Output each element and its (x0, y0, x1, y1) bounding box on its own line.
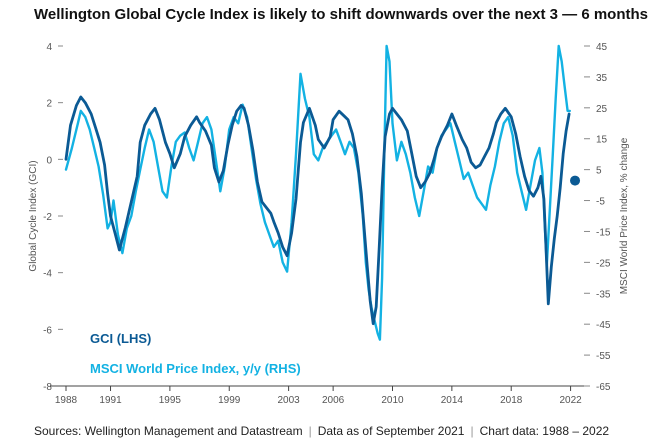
marker-layer (570, 175, 581, 186)
y-right-tick-label: 45 (596, 42, 608, 53)
x-tick-label: 1988 (55, 395, 78, 406)
msci-series-line (64, 44, 571, 341)
y-right-tick-label: -45 (596, 320, 611, 331)
x-tick-label: 1991 (99, 395, 122, 406)
chart-title: Wellington Global Cycle Index is likely … (34, 6, 649, 23)
x-tick-label: 2022 (559, 395, 582, 406)
footer-sources: Sources: Wellington Management and Datas… (34, 424, 303, 438)
footer-separator: | (470, 424, 474, 438)
y-right-tick-label: 5 (596, 166, 602, 177)
x-tick-label: 2006 (322, 395, 345, 406)
y-left-tick-label: -6 (43, 325, 52, 336)
x-axis: 1988 1991 1995 1999 2003 2006 2010 2014 2018 2022 (50, 385, 584, 406)
y-right-tick-label: -55 (596, 351, 611, 362)
x-tick-label: 1999 (218, 395, 241, 406)
y-right-tick-label: -25 (596, 258, 611, 269)
legend-gci-label: GCI (LHS) (90, 331, 151, 346)
gci-series-line (64, 95, 571, 326)
gci-forecast-marker (570, 175, 581, 186)
y-right-tick-label: -65 (596, 382, 611, 393)
y-right-tick-label: -5 (596, 197, 605, 208)
y-left-tick-label: 0 (46, 155, 52, 166)
y-right-tick-label: -35 (596, 289, 611, 300)
y-left-tick-labels: 4 2 0 -2 -4 -6 -8 (43, 42, 63, 393)
y-left-tick-label: 4 (46, 42, 52, 53)
y-left-tick-label: -4 (43, 269, 52, 280)
x-tick-label: 2018 (500, 395, 523, 406)
y-axis-left-label: Global Cycle Index (GCI) (28, 160, 39, 271)
legend-msci-label: MSCI World Price Index, y/y (RHS) (90, 361, 301, 376)
y-right-tick-label: 25 (596, 104, 608, 115)
y-axis-right-label: MSCI World Price Index, % change (619, 137, 630, 294)
y-right-tick-label: -15 (596, 227, 611, 238)
y-right-tick-label: 15 (596, 135, 608, 146)
legend: GCI (LHS) MSCI World Price Index, y/y (RH… (90, 331, 301, 376)
x-tick-label: 2010 (381, 395, 404, 406)
footer-separator: | (308, 424, 312, 438)
footer-chart-data-range: Chart data: 1988 – 2022 (479, 424, 610, 438)
y-right-tick-labels: 45 35 25 15 5 -5 -15 -25 -35 -45 -55 -65 (584, 42, 611, 393)
y-left-tick-label: 2 (46, 99, 52, 110)
x-tick-label: 2014 (441, 395, 464, 406)
x-tick-label: 2003 (277, 395, 300, 406)
x-tick-label: 1995 (159, 395, 182, 406)
footer-data-as-of: Data as of September 2021 (317, 424, 465, 438)
y-left-tick-label: -8 (43, 382, 52, 393)
footer: Sources: Wellington Management and Datas… (34, 424, 609, 438)
series-layer (64, 44, 571, 341)
y-left-tick-label: -2 (43, 212, 52, 223)
y-right-tick-label: 35 (596, 73, 608, 84)
